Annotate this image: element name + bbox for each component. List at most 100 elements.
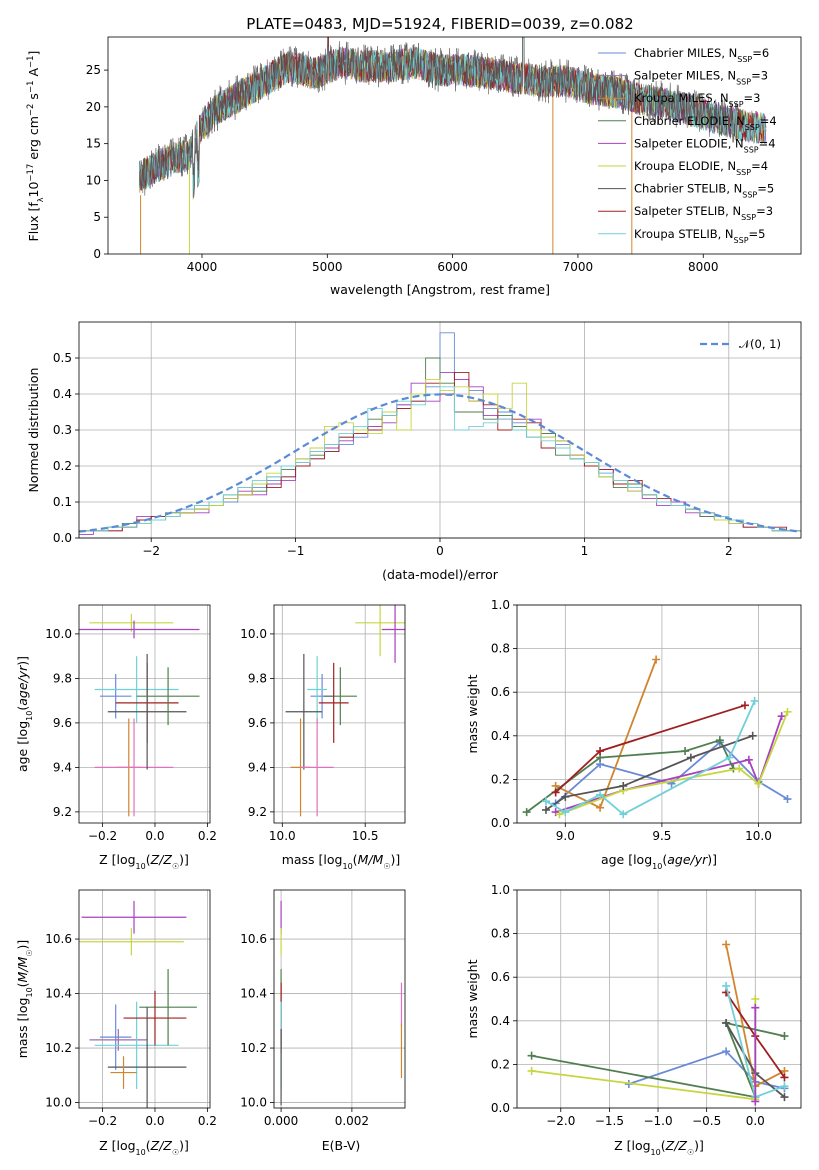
label-part: ( (146, 1138, 151, 1153)
label-part: 10 (651, 1148, 661, 1157)
gaussian-reference-curve (79, 393, 801, 533)
label-part: −17 (26, 164, 36, 182)
x-tick-label: 1 (581, 544, 589, 558)
weight-marker (750, 696, 759, 705)
residual-hist-axes: −2 −1 0 1 2 0.0 0.1 0.2 0.3 0.4 0.5 (53, 321, 802, 558)
label-part: A (26, 68, 41, 81)
label-part: −2 (26, 104, 36, 117)
y-tick-label: 15 (86, 137, 101, 151)
label-part: SSP (736, 77, 751, 86)
residual-hist-plot (79, 332, 801, 538)
label-part: =6 (752, 46, 769, 60)
label-part: Salpeter MILES, N (634, 69, 736, 83)
label-part: ☉ (172, 1148, 179, 1157)
label-part: M/M (15, 956, 30, 982)
y-tick-label: 10.2 (240, 1041, 267, 1055)
label-part: ( (661, 1138, 666, 1153)
label-part: 10 (652, 862, 662, 871)
x-tick-label: 0.0 (145, 829, 164, 843)
weight-marker (527, 1051, 536, 1060)
label-part: ☉ (687, 1148, 694, 1157)
x-tick-label: 0.0 (145, 1114, 164, 1128)
axes-frame (107, 36, 802, 255)
legend-label: 𝒩(0, 1) (739, 337, 781, 351)
label-part: SSP (729, 100, 744, 109)
label-part: Z/Z (665, 1138, 688, 1153)
label-part: Salpeter ELODIE, N (634, 136, 744, 150)
y-axis-label: mass [log10(M/M☉)] (15, 940, 34, 1059)
x-tick-label: 10.5 (352, 829, 379, 843)
weight-marker (748, 731, 757, 740)
y-tick-label: 0.2 (491, 1057, 510, 1071)
label-part: λ (36, 197, 45, 202)
mass-age-axes: 10.0 10.5 9.2 9.4 9.6 9.8 10.0 (240, 604, 406, 843)
z-weight-axes: −2.0 −1.5 −1.0 −0.5 0.0 0.0 0.2 0.4 0.6 0.8 1.0 (491, 883, 802, 1128)
spectrum-plot (139, 37, 767, 254)
weight-line-1 (531, 999, 757, 1101)
label-part: M/M (358, 852, 384, 867)
x-tick-label: −1.0 (643, 1114, 672, 1128)
x-axis-label: Z [log10(Z/Z☉)] (99, 852, 189, 871)
weight-marker (527, 1066, 536, 1075)
legend-label: Kroupa ELODIE, NSSP=4 (634, 159, 768, 177)
label-part: ☉ (25, 949, 34, 956)
weight-marker (783, 707, 792, 716)
weight-marker (555, 810, 564, 819)
weight-marker (686, 753, 695, 762)
y-tick-label: 0.8 (491, 642, 510, 656)
y-tick-label: 9.2 (53, 805, 72, 819)
y-tick-label: 0.6 (491, 685, 510, 699)
x-tick-label: 0.0 (746, 1114, 765, 1128)
x-tick-label: −2 (142, 544, 160, 558)
weight-marker (754, 779, 763, 788)
label-part: erg cm (26, 116, 41, 164)
y-tick-label: 9.6 (248, 716, 267, 730)
y-tick-label: 0.3 (53, 423, 72, 437)
label-part: −1 (26, 81, 36, 94)
x-tick-label: −2.0 (546, 1114, 575, 1128)
label-part: =3 (751, 69, 768, 83)
y-axis-label: age [log10(age/yr)] (15, 656, 34, 772)
label-part: =5 (757, 182, 774, 196)
label-part: Salpeter STELIB, N (634, 204, 741, 218)
histogram-legend: 𝒩(0, 1) (700, 337, 781, 351)
label-part: =3 (756, 204, 773, 218)
weight-marker (783, 795, 792, 804)
y-tick-label: 10.4 (45, 987, 72, 1001)
weight-marker (780, 1032, 789, 1041)
weight-marker (596, 803, 605, 812)
label-part: )] (707, 852, 717, 867)
y-tick-label: 0.1 (53, 495, 72, 509)
y-tick-label: 0.8 (491, 927, 510, 941)
y-tick-label: 0.2 (491, 772, 510, 786)
weight-marker (681, 747, 690, 756)
weight-marker (780, 1082, 789, 1091)
x-tick-label: 5000 (312, 260, 343, 274)
z-mass-plot (79, 900, 197, 1108)
x-tick-label: 7000 (563, 260, 594, 274)
y-tick-label: 0.0 (53, 531, 72, 545)
axes-frame (78, 321, 802, 539)
label-part: mass [log (15, 998, 30, 1059)
label-part: 10 (25, 711, 34, 721)
label-part: 10 (26, 182, 41, 198)
label-part: mass [log (282, 852, 343, 867)
axes-frame (273, 889, 406, 1109)
label-part: Chabrier MILES, N (634, 46, 737, 60)
weight-marker (561, 792, 570, 801)
label-part: ] (26, 51, 41, 56)
label-part: =4 (759, 136, 776, 150)
label-part: SSP (737, 55, 752, 64)
figure-title: PLATE=0483, MJD=51924, FIBERID=0039, z=0… (246, 15, 633, 33)
y-tick-label: 0.4 (491, 729, 510, 743)
weight-marker (780, 1073, 789, 1082)
y-tick-label: 10.2 (45, 1041, 72, 1055)
label-part: Z [log (614, 1138, 650, 1153)
age-weight-plot (522, 655, 792, 819)
x-tick-label: 0.2 (198, 829, 217, 843)
legend-label: Salpeter ELODIE, NSSP=4 (634, 136, 776, 154)
y-tick-label: 10.4 (240, 987, 267, 1001)
label-part: ( (15, 706, 30, 711)
